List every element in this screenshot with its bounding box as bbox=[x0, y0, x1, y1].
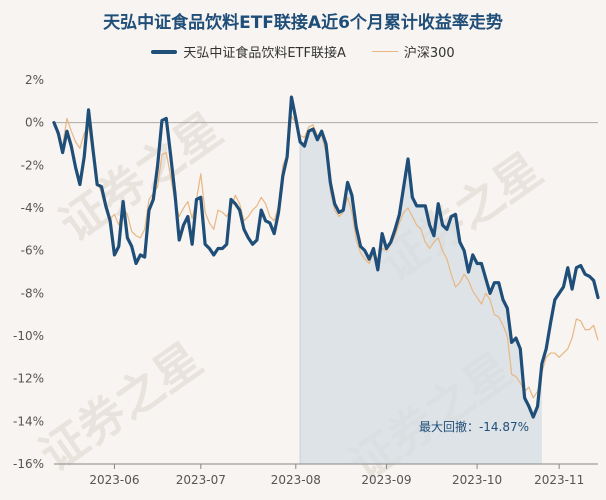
legend-swatch-fund bbox=[151, 49, 178, 54]
y-tick-label: 0% bbox=[25, 116, 44, 130]
x-tick-label: 2023-09 bbox=[361, 473, 411, 487]
legend-item-fund[interactable]: 天弘中证食品饮料ETF联接A bbox=[151, 42, 346, 61]
y-tick-label: -6% bbox=[21, 244, 44, 258]
y-tick-label: -2% bbox=[21, 158, 44, 172]
x-tick-label: 2023-08 bbox=[271, 473, 321, 487]
axes: 2% 0% -2% -4% -6% -8% -10% -12% -14% -16% 2023-06 2… bbox=[13, 73, 598, 487]
annotations: 最大回撤：-14.87% bbox=[419, 419, 529, 434]
legend-label-fund: 天弘中证食品饮料ETF联接A bbox=[183, 46, 346, 61]
series-lines bbox=[52, 95, 600, 419]
y-tick-label: -14% bbox=[13, 414, 44, 428]
y-tick-label: -10% bbox=[13, 329, 44, 343]
watermark-text-2: 证券之星 bbox=[30, 332, 212, 482]
drawdown-area bbox=[300, 129, 542, 465]
x-tick-label: 2023-07 bbox=[176, 473, 226, 487]
chart-title: 天弘中证食品饮料ETF联接A近6个月累计收益率走势 bbox=[103, 13, 503, 33]
x-tick-label: 2023-10 bbox=[452, 473, 502, 487]
series-line-fund bbox=[52, 95, 600, 419]
drawdown-region bbox=[299, 129, 542, 465]
legend: 天弘中证食品饮料ETF联接A 沪深300 bbox=[0, 42, 606, 61]
max-drawdown-label: 最大回撤：-14.87% bbox=[419, 419, 529, 434]
y-tick-label: -16% bbox=[13, 457, 44, 471]
y-tick-label: 2% bbox=[25, 73, 44, 87]
y-tick-label: -8% bbox=[21, 286, 44, 300]
legend-swatch-index bbox=[371, 51, 398, 52]
y-tick-label: -12% bbox=[13, 372, 44, 386]
legend-item-index[interactable]: 沪深300 bbox=[371, 42, 455, 61]
x-tick-label: 2023-06 bbox=[89, 473, 139, 487]
legend-label-index: 沪深300 bbox=[403, 46, 455, 61]
y-tick-label: -4% bbox=[21, 201, 44, 215]
x-tick-label: 2023-11 bbox=[534, 473, 584, 487]
